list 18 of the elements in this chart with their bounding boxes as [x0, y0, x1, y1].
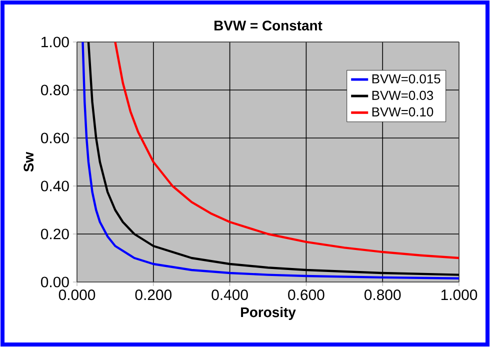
y-tick-label: 1.00 — [42, 36, 69, 48]
legend-label: BVW=0.10 — [372, 107, 434, 116]
x-tick-label: 0.600 — [288, 290, 324, 300]
y-tick-label: 0.80 — [40, 84, 69, 96]
chart-title: BVW = Constant — [214, 20, 322, 31]
legend-label: BVW=0.015 — [372, 74, 440, 84]
y-tick-label: 0.60 — [40, 132, 69, 144]
legend-label: BVW=0.03 — [372, 90, 434, 100]
x-axis-title: Porosity — [241, 306, 296, 320]
x-tick-label: 0.000 — [58, 290, 96, 300]
y-axis-title: Sw — [24, 152, 34, 172]
x-tick-label: 0.400 — [212, 290, 248, 300]
y-tick-label: 0.00 — [40, 276, 69, 288]
y-tick-label: 0.40 — [40, 180, 69, 192]
x-tick-label: 0.800 — [364, 290, 401, 300]
x-tick-label: 0.200 — [135, 290, 172, 300]
y-tick-label: 0.20 — [40, 228, 69, 240]
x-tick-label: 1.000 — [441, 290, 478, 300]
